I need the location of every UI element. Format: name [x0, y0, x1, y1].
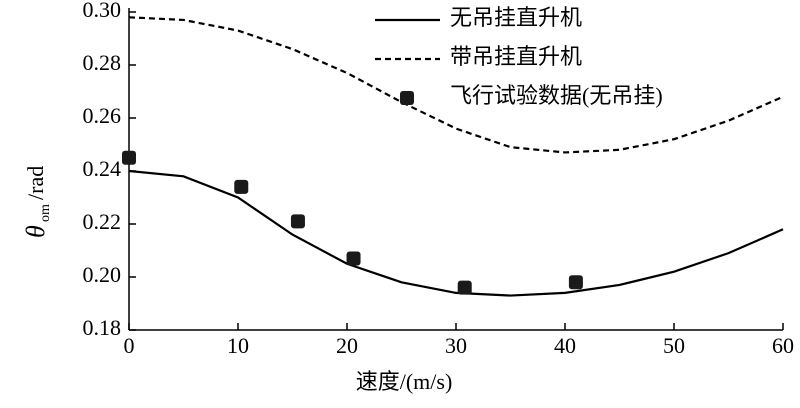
y-axis-label: θ om /rad	[21, 166, 53, 238]
legend-label: 飞行试验数据(无吊挂)	[450, 83, 663, 108]
x-tick-label: 0	[124, 333, 135, 358]
x-tick-label: 40	[554, 333, 576, 358]
y-tick-label: 0.28	[83, 50, 122, 75]
data-point	[457, 280, 472, 295]
x-tick-label: 20	[336, 333, 358, 358]
series-line	[128, 169, 784, 297]
data-point	[568, 275, 583, 290]
x-tick-label: 10	[227, 333, 249, 358]
legend-label: 带吊挂直升机	[450, 44, 582, 69]
y-label-symbol: θ	[21, 225, 50, 238]
x-tick-label: 50	[663, 333, 685, 358]
y-tick-label: 0.26	[83, 103, 122, 128]
data-point	[346, 251, 361, 266]
y-label-subscript: om	[38, 204, 53, 222]
y-tick-label: 0.30	[83, 0, 122, 22]
data-point	[234, 179, 249, 194]
x-tick-label: 60	[772, 333, 794, 358]
x-axis-label: 速度/(m/s)	[356, 369, 453, 394]
x-tick-label: 30	[445, 333, 467, 358]
legend-swatch	[400, 91, 414, 105]
data-point	[290, 214, 305, 229]
y-tick-label: 0.20	[83, 262, 122, 287]
data-point	[122, 150, 136, 165]
legend-label: 无吊挂直升机	[450, 5, 582, 30]
series-line	[128, 16, 784, 154]
y-tick-label: 0.24	[83, 156, 122, 181]
y-tick-label: 0.18	[83, 315, 122, 340]
y-tick-label: 0.22	[83, 209, 122, 234]
y-label-unit: /rad	[23, 166, 48, 200]
